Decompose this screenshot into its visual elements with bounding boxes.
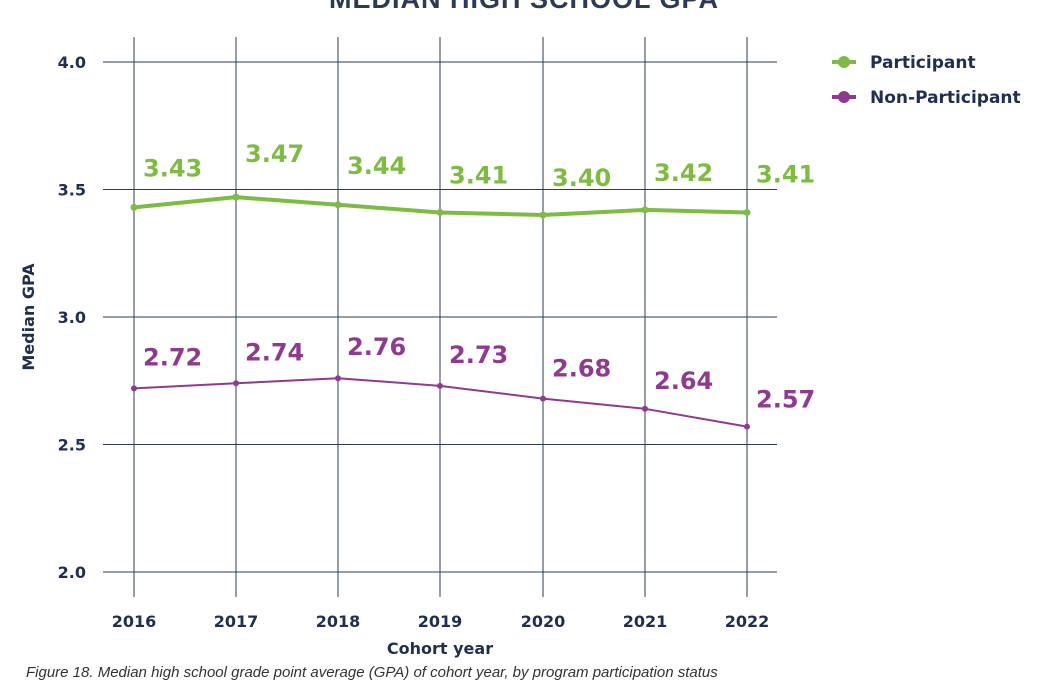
- grid: [103, 37, 777, 597]
- legend-marker-participant: [838, 56, 850, 68]
- x-tick-label: 2021: [623, 612, 668, 631]
- data-point: [539, 211, 547, 219]
- data-point: [437, 382, 443, 389]
- data-point: [232, 193, 240, 201]
- x-tick-label: 2016: [112, 612, 157, 631]
- data-label: 3.41: [449, 161, 508, 189]
- x-axis-label: Cohort year: [387, 639, 493, 658]
- y-tick-label: 3.0: [58, 308, 86, 327]
- x-tick-label: 2017: [214, 612, 259, 631]
- data-point: [131, 385, 137, 392]
- y-axis-ticks: 2.0 2.5 3.0 3.5 4.0: [58, 53, 86, 582]
- chart-title: MEDIAN HIGH SCHOOL GPA: [329, 0, 719, 14]
- data-point: [540, 395, 546, 402]
- data-point: [744, 423, 750, 430]
- data-label: 3.47: [245, 140, 304, 168]
- data-label: 2.72: [143, 343, 202, 371]
- data-point: [436, 208, 444, 216]
- data-label: 2.57: [756, 386, 815, 414]
- data-point: [334, 201, 342, 209]
- data-label: 2.74: [245, 338, 304, 366]
- data-label: 3.42: [654, 159, 713, 187]
- data-point: [233, 380, 239, 387]
- data-point: [743, 208, 751, 216]
- data-label: 3.40: [552, 164, 611, 192]
- data-label: 2.64: [654, 367, 713, 395]
- x-tick-label: 2018: [316, 612, 361, 631]
- data-point: [642, 405, 648, 412]
- y-tick-label: 3.5: [58, 181, 86, 200]
- legend: Participant Non-Participant: [832, 53, 1021, 108]
- x-tick-label: 2020: [521, 612, 566, 631]
- data-label: 3.41: [756, 160, 815, 188]
- legend-label: Non-Participant: [870, 88, 1021, 108]
- data-label: 3.43: [143, 154, 202, 182]
- series-group: 3.43 3.47 3.44 3.41 3.40 3.42 3.41 2.72 2.74 2.76…: [130, 140, 815, 430]
- x-tick-label: 2022: [725, 612, 770, 631]
- x-tick-label: 2019: [418, 612, 463, 631]
- data-label: 2.73: [449, 341, 508, 369]
- figure-caption: Figure 18. Median high school grade poin…: [26, 664, 718, 681]
- y-tick-label: 2.0: [58, 563, 86, 582]
- y-tick-label: 2.5: [58, 436, 86, 455]
- y-axis-label: Median GPA: [19, 263, 38, 371]
- data-point: [335, 375, 341, 382]
- legend-label: Participant: [870, 53, 976, 73]
- y-tick-label: 4.0: [58, 53, 86, 72]
- data-point: [130, 203, 138, 211]
- data-label: 2.76: [347, 333, 406, 361]
- x-axis-ticks: 2016 2017 2018 2019 2020 2021 2022: [112, 612, 770, 631]
- legend-marker-non-participant: [838, 91, 850, 103]
- data-label: 2.68: [552, 355, 611, 383]
- data-label: 3.44: [347, 152, 406, 180]
- data-point: [641, 206, 649, 214]
